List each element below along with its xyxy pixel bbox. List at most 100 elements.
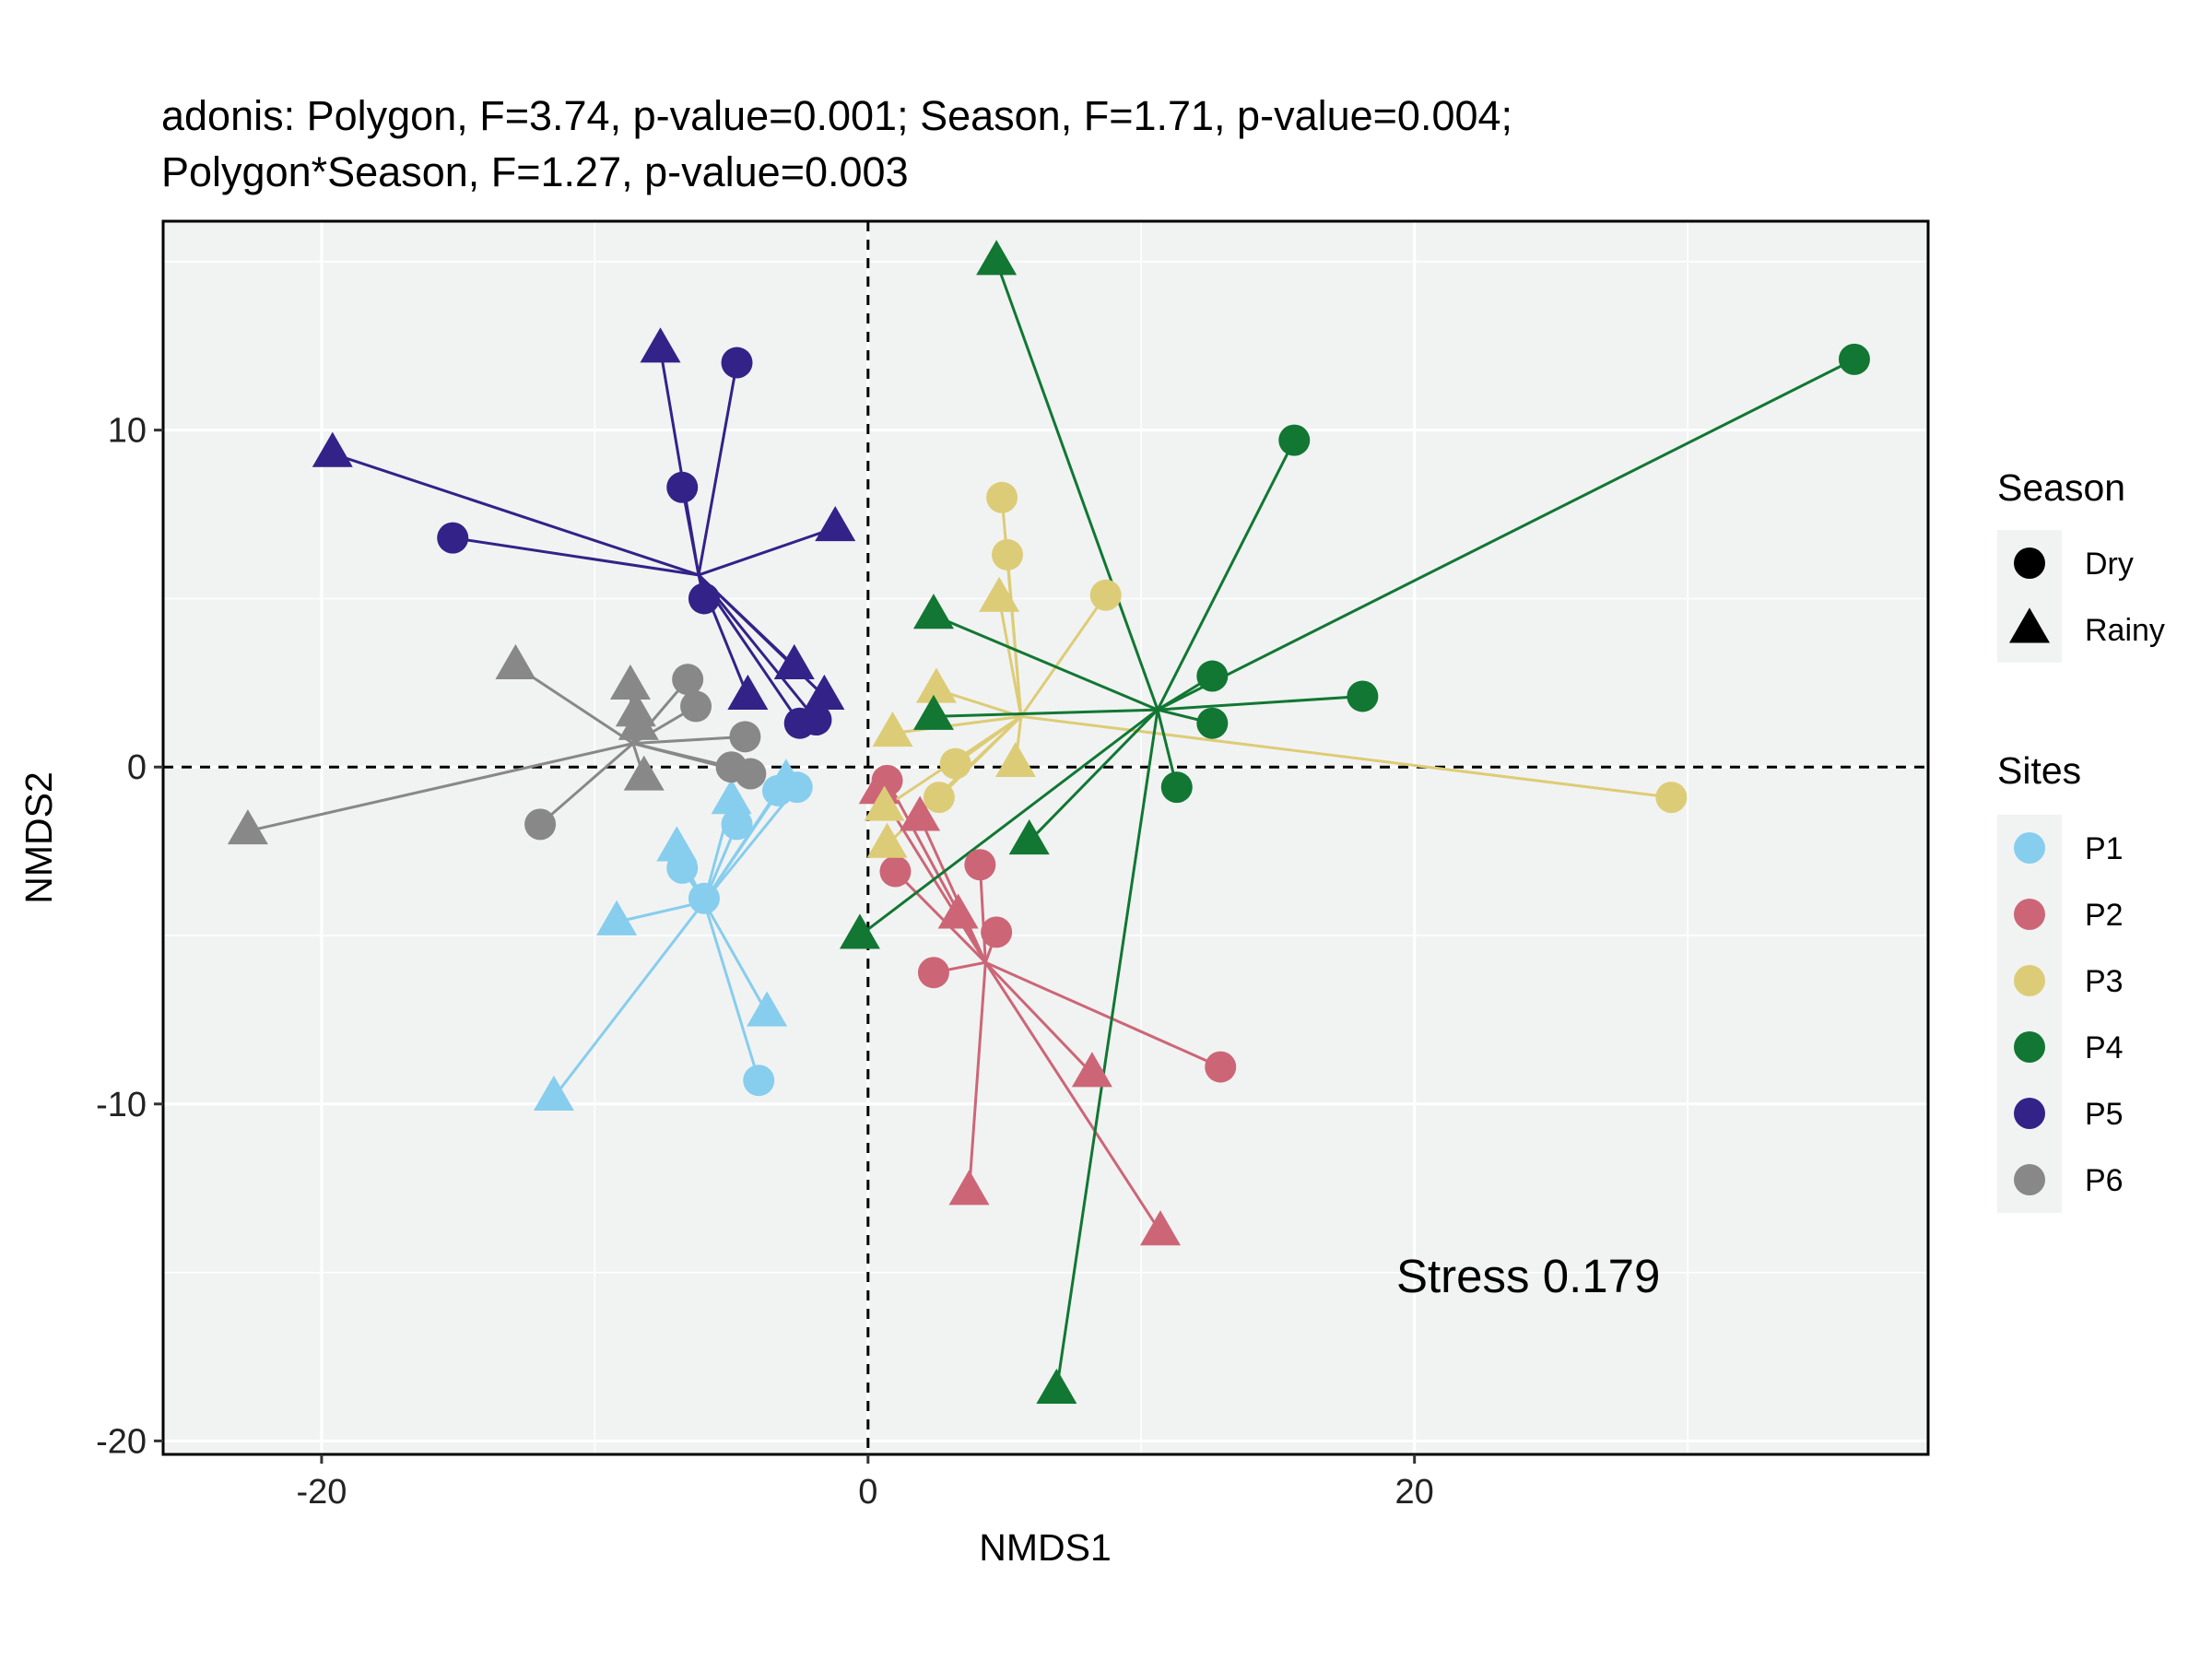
spider-line-p1: [702, 786, 798, 903]
point-p6-dry: [735, 758, 767, 790]
y-tick-label: 10: [108, 412, 147, 451]
legend-label-p5: P5: [2085, 1097, 2124, 1132]
point-p6-rainy: [609, 664, 651, 700]
legend-title-sites: Sites: [1997, 749, 2081, 792]
point-p3-dry: [939, 747, 971, 780]
spider-line-p1: [702, 901, 760, 1081]
spider-line-p2: [894, 870, 987, 964]
spider-line-p4: [933, 708, 1159, 718]
spider-line-p4: [994, 261, 1159, 711]
point-p2-rainy: [1071, 1052, 1112, 1088]
points: [227, 240, 1870, 1405]
point-p6-dry: [672, 664, 704, 696]
y-tick-label: -10: [96, 1086, 147, 1124]
spider-line-p3: [1019, 594, 1107, 718]
plot-panel: [163, 221, 1928, 1454]
point-p3-rainy: [979, 576, 1020, 612]
chart-title-line-2: Polygon*Season, F=1.27, p-value=0.003: [161, 148, 909, 195]
spider-line-p6: [539, 742, 634, 826]
point-p1-dry: [721, 808, 753, 841]
legend: Season Dry Rainy Sites P1 P2 P3 P4 P5 P6: [1997, 466, 2165, 1213]
point-p1-rainy: [533, 1075, 574, 1111]
spider-line-p5: [697, 362, 738, 576]
point-p3-rainy: [864, 785, 905, 821]
plot-panel-border: [161, 219, 1930, 1456]
spider-line-p5: [332, 452, 700, 577]
spider-line-p5: [659, 348, 700, 576]
legend-label-p4: P4: [2085, 1030, 2124, 1065]
point-p4-rainy: [1008, 819, 1050, 855]
point-p1-dry: [688, 882, 720, 914]
point-p5-rainy: [773, 643, 815, 680]
point-p4-rainy: [839, 913, 880, 949]
point-p3-dry: [986, 481, 1018, 513]
spider-line-p4: [1157, 358, 1855, 712]
point-p1-dry: [743, 1065, 775, 1097]
spider-line-p4: [1028, 709, 1159, 842]
point-p4-rainy: [1036, 1368, 1077, 1405]
point-p3-rainy: [866, 822, 908, 858]
point-p1-rainy: [596, 900, 638, 935]
point-p5-dry: [688, 582, 720, 615]
y-tick-label: 0: [127, 748, 147, 787]
point-p6-dry: [524, 808, 557, 841]
point-p4-dry: [1196, 707, 1229, 739]
spider-line-p5: [698, 526, 836, 577]
point-p2-rainy: [937, 893, 979, 929]
point-p6-dry: [729, 721, 761, 753]
point-p3-rainy: [915, 667, 957, 703]
point-p2-dry: [1205, 1051, 1237, 1083]
legend-label-p1: P1: [2085, 831, 2124, 866]
point-p4-rainy: [976, 240, 1018, 276]
legend-key-p2: [2014, 899, 2045, 930]
point-p6-rainy: [495, 643, 536, 680]
point-p1-rainy: [711, 779, 752, 815]
legend-key-background: [1997, 815, 2062, 1213]
spider-line-p4: [859, 708, 1159, 937]
legend-key-p5: [2014, 1098, 2045, 1129]
point-p1-rainy: [747, 991, 788, 1027]
spider-line-p2: [978, 865, 987, 963]
point-p2-dry: [981, 916, 1013, 948]
point-p4-rainy: [912, 694, 954, 730]
point-p5-dry: [437, 522, 469, 554]
point-p3-dry: [991, 538, 1023, 571]
point-p1-rainy: [656, 826, 698, 862]
point-p6-rainy: [618, 704, 659, 740]
point-p4-rainy: [912, 594, 954, 629]
spider-line-p6: [247, 742, 634, 833]
spider-line-p1: [616, 900, 705, 924]
point-p4-dry: [1278, 424, 1311, 456]
point-p6-rainy: [623, 755, 665, 791]
legend-label-p6: P6: [2085, 1163, 2124, 1198]
point-p6-dry: [680, 690, 712, 723]
point-p5-rainy: [640, 327, 681, 363]
legend-key-p6: [2014, 1164, 2045, 1195]
point-p5-rainy: [804, 674, 845, 710]
spider-line-p2: [968, 962, 987, 1192]
legend-key-p1: [2014, 832, 2045, 864]
point-p2-dry: [917, 957, 949, 989]
point-p6-rainy: [227, 809, 268, 845]
legend-key-p3: [2014, 965, 2045, 996]
point-p3-rainy: [872, 712, 913, 747]
point-p4-dry: [1838, 343, 1870, 375]
point-p2-rainy: [948, 1170, 990, 1206]
legend-key-rainy: [2009, 607, 2050, 643]
point-p5-rainy: [815, 506, 856, 542]
x-tick-label: 0: [858, 1473, 877, 1512]
spider-line-p4: [1157, 694, 1363, 712]
point-p5-rainy: [727, 674, 769, 710]
spider-line-p3: [892, 714, 1022, 735]
chart-title-line-1: adonis: Polygon, F=3.74, p-value=0.001; …: [161, 92, 1512, 139]
point-p2-rainy: [1140, 1210, 1182, 1246]
x-tick-label: 20: [1395, 1473, 1434, 1512]
spider-line-p1: [702, 900, 769, 1014]
y-axis-title: NMDS2: [18, 771, 60, 904]
spider-line-p3: [1006, 554, 1023, 717]
point-p3-rainy: [994, 741, 1036, 778]
point-p4-dry: [1347, 680, 1379, 712]
point-p5-rainy: [312, 431, 353, 467]
